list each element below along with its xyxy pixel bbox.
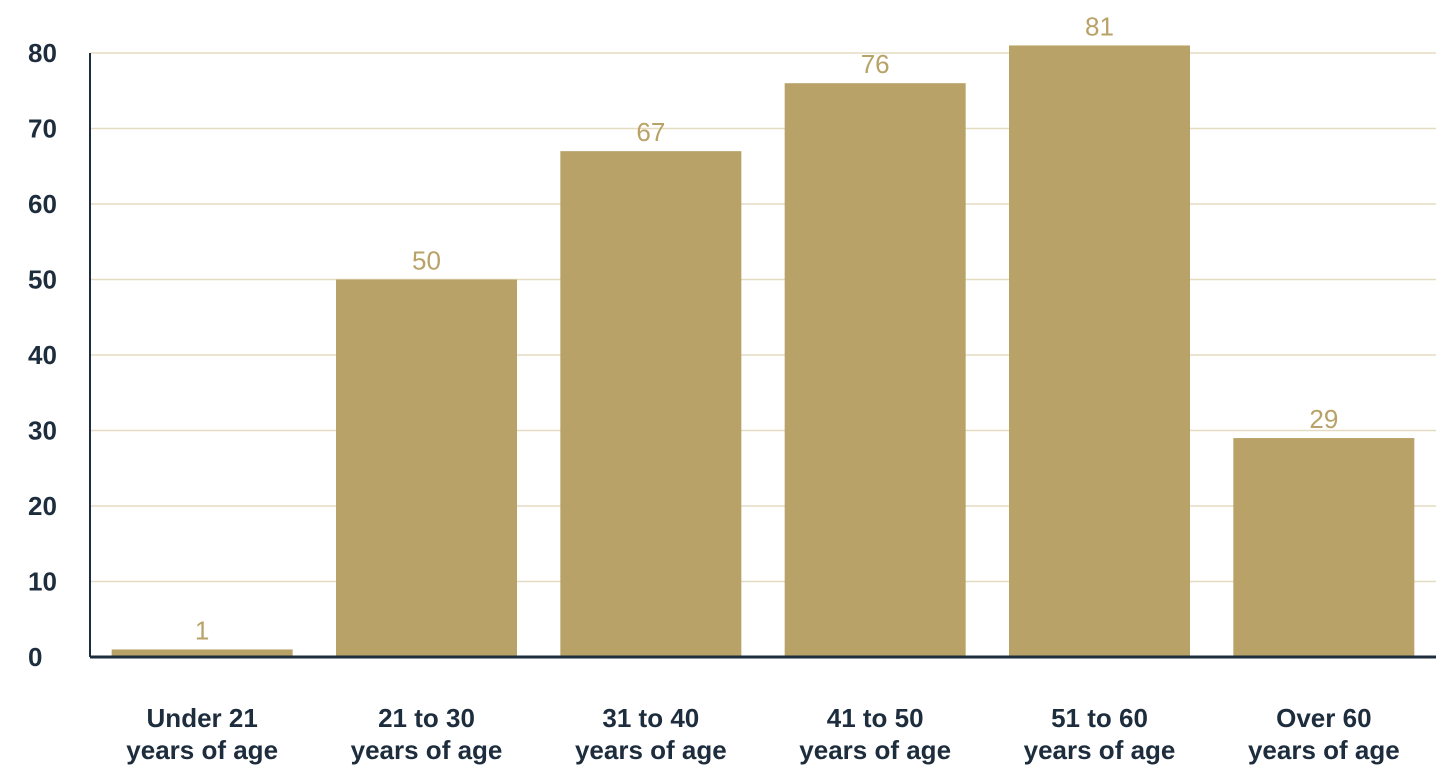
x-tick-label-line: years of age — [799, 735, 951, 765]
bar — [1233, 438, 1415, 657]
bar — [111, 649, 293, 657]
data-label: 29 — [1309, 404, 1338, 434]
y-tick-label: 70 — [28, 114, 57, 144]
x-tick-label: 51 to 60 years of age — [1024, 703, 1176, 765]
bars — [111, 45, 1415, 657]
x-tick-label-line: 51 to 60 — [1051, 703, 1148, 733]
y-tick-label: 50 — [28, 265, 57, 295]
y-tick-label: 80 — [28, 38, 57, 68]
x-tick-label: 31 to 40 years of age — [575, 703, 727, 765]
data-labels: 1 50 67 76 81 29 — [195, 11, 1338, 645]
y-tick-labels: 0 10 20 30 40 50 60 70 80 — [28, 38, 57, 672]
x-tick-label: Under 21 years of age — [126, 703, 278, 765]
x-tick-label-line: 21 to 30 — [378, 703, 475, 733]
x-tick-label-line: 41 to 50 — [827, 703, 924, 733]
gridlines — [90, 52, 1436, 583]
y-tick-label: 20 — [28, 491, 57, 521]
x-tick-label-line: years of age — [1024, 735, 1176, 765]
data-label: 50 — [412, 246, 441, 276]
x-tick-label-line: Under 21 — [147, 703, 258, 733]
x-tick-label-line: years of age — [351, 735, 503, 765]
y-tick-label: 60 — [28, 189, 57, 219]
bar — [336, 279, 517, 657]
y-tick-label: 10 — [28, 567, 57, 597]
bar — [784, 83, 966, 657]
bar — [1009, 45, 1190, 657]
axes — [89, 53, 1436, 659]
data-label: 81 — [1085, 11, 1114, 41]
data-label: 1 — [195, 615, 209, 645]
data-label: 76 — [861, 49, 890, 79]
data-label: 67 — [636, 117, 665, 147]
y-tick-label: 40 — [28, 340, 57, 370]
x-tick-label: Over 60 years of age — [1248, 703, 1400, 765]
x-tick-label-line: years of age — [1248, 735, 1400, 765]
y-tick-label: 30 — [28, 416, 57, 446]
y-tick-label: 0 — [28, 642, 42, 672]
x-tick-label-line: years of age — [575, 735, 727, 765]
x-tick-label-line: Over 60 — [1276, 703, 1371, 733]
x-tick-label-line: years of age — [126, 735, 278, 765]
bar — [560, 151, 742, 657]
x-tick-label: 21 to 30 years of age — [351, 703, 503, 765]
x-tick-label: 41 to 50 years of age — [799, 703, 951, 765]
x-tick-label-line: 31 to 40 — [602, 703, 699, 733]
